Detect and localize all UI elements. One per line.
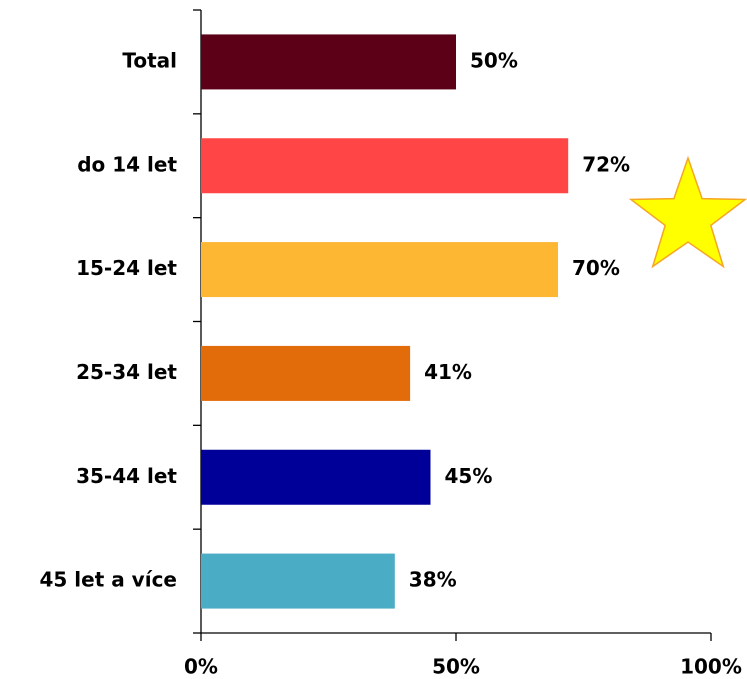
bar — [201, 449, 431, 505]
category-label: 35-44 let — [76, 464, 177, 488]
bar — [201, 242, 558, 298]
value-label: 50% — [470, 48, 518, 72]
value-label: 45% — [445, 464, 493, 488]
x-tick-label: 0% — [184, 655, 218, 679]
category-label: 15-24 let — [76, 256, 177, 280]
category-label: 25-34 let — [76, 360, 177, 384]
value-label: 41% — [424, 360, 472, 384]
value-label: 72% — [582, 152, 630, 176]
x-tick-label: 100% — [680, 655, 742, 679]
bar — [201, 34, 456, 90]
x-tick-label: 50% — [432, 655, 480, 679]
star — [628, 155, 747, 269]
category-label: 45 let a více — [39, 568, 177, 592]
category-label: Total — [122, 48, 177, 72]
value-label: 70% — [572, 256, 620, 280]
bar — [201, 553, 395, 609]
category-label: do 14 let — [77, 152, 177, 176]
bar — [201, 138, 569, 194]
value-label: 38% — [409, 568, 457, 592]
bar — [201, 345, 411, 401]
